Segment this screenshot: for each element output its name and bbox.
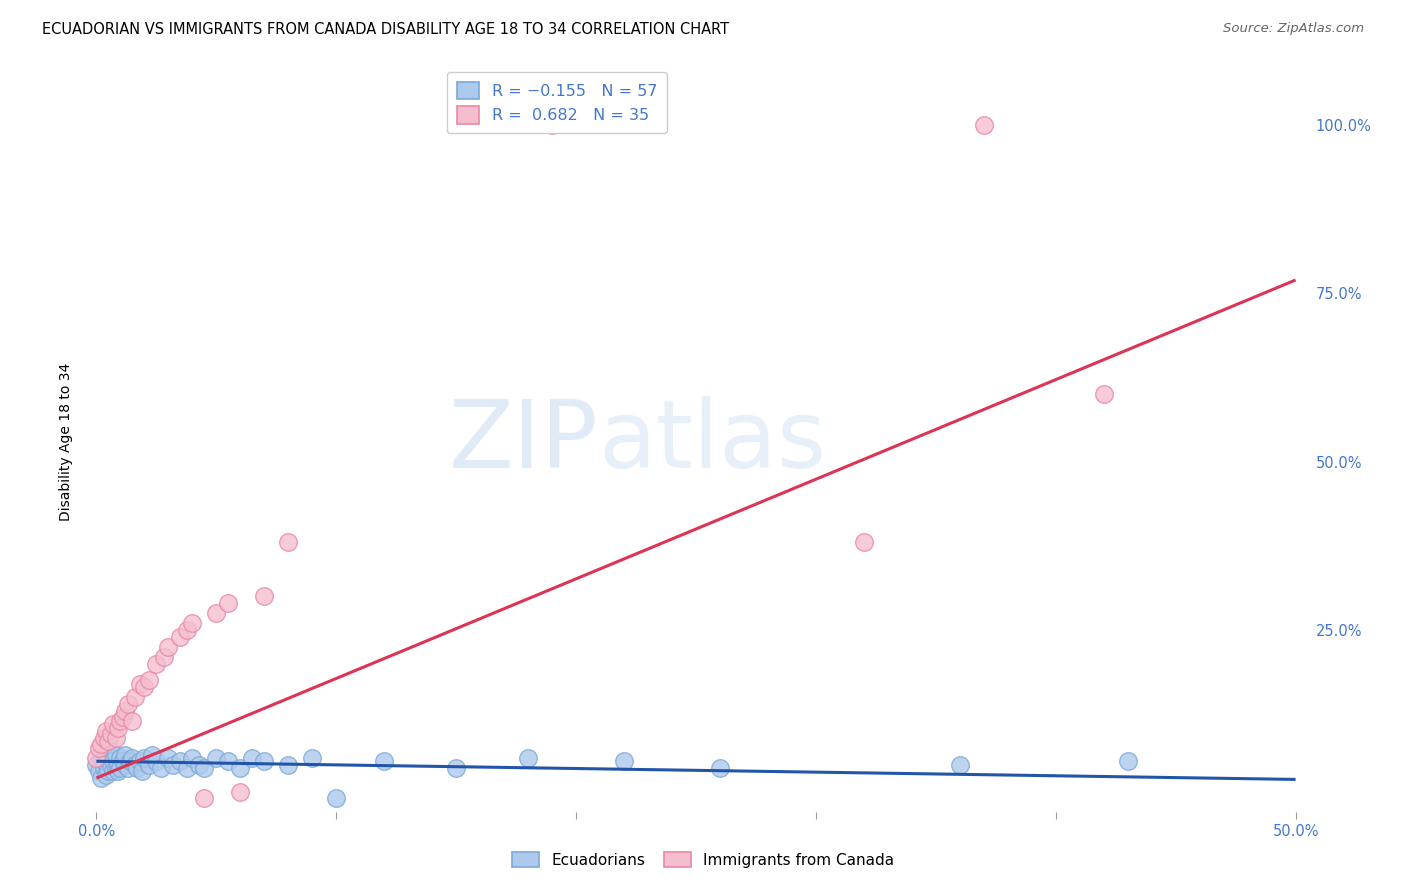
Point xyxy=(104,747,127,762)
Point xyxy=(162,757,184,772)
Point xyxy=(517,751,540,765)
Point xyxy=(181,616,204,631)
Point xyxy=(253,590,276,604)
Point xyxy=(117,697,139,711)
Text: ECUADORIAN VS IMMIGRANTS FROM CANADA DISABILITY AGE 18 TO 34 CORRELATION CHART: ECUADORIAN VS IMMIGRANTS FROM CANADA DIS… xyxy=(42,22,730,37)
Point xyxy=(110,751,132,765)
Point xyxy=(205,751,228,765)
Point xyxy=(94,747,117,762)
Point xyxy=(152,649,174,664)
Point xyxy=(138,757,160,772)
Point xyxy=(169,630,191,644)
Point xyxy=(973,118,995,132)
Point xyxy=(128,677,150,691)
Text: Source: ZipAtlas.com: Source: ZipAtlas.com xyxy=(1223,22,1364,36)
Point xyxy=(97,764,120,779)
Point xyxy=(104,731,127,745)
Point xyxy=(118,754,141,768)
Point xyxy=(124,757,146,772)
Point xyxy=(101,717,124,731)
Point xyxy=(134,680,156,694)
Point xyxy=(111,710,134,724)
Point xyxy=(141,747,163,762)
Point xyxy=(94,723,117,738)
Point xyxy=(229,784,252,798)
Point xyxy=(90,771,112,785)
Point xyxy=(87,764,110,779)
Point xyxy=(128,754,150,768)
Point xyxy=(93,761,115,775)
Point xyxy=(253,754,276,768)
Point xyxy=(100,727,122,741)
Point xyxy=(104,761,127,775)
Point xyxy=(444,761,467,775)
Point xyxy=(111,754,134,768)
Point xyxy=(124,690,146,705)
Point xyxy=(240,751,263,765)
Point xyxy=(277,757,299,772)
Point xyxy=(373,754,395,768)
Point xyxy=(87,740,110,755)
Point xyxy=(217,754,239,768)
Text: atlas: atlas xyxy=(598,395,827,488)
Point xyxy=(107,721,129,735)
Point xyxy=(93,731,115,745)
Point xyxy=(121,751,143,765)
Point xyxy=(949,757,972,772)
Point xyxy=(114,704,136,718)
Point xyxy=(101,764,124,779)
Point xyxy=(114,757,136,772)
Point xyxy=(176,623,198,637)
Text: ZIP: ZIP xyxy=(449,395,598,488)
Point xyxy=(90,738,112,752)
Point xyxy=(1092,387,1115,401)
Point xyxy=(277,535,299,549)
Point xyxy=(169,754,191,768)
Point xyxy=(121,714,143,728)
Point xyxy=(541,118,564,132)
Point xyxy=(114,747,136,762)
Point xyxy=(100,744,122,758)
Point xyxy=(86,751,108,765)
Point xyxy=(90,751,112,765)
Point xyxy=(217,596,239,610)
Point xyxy=(613,754,636,768)
Point xyxy=(134,751,156,765)
Point xyxy=(157,640,180,654)
Point xyxy=(181,751,204,765)
Point xyxy=(86,757,108,772)
Point xyxy=(301,751,323,765)
Point xyxy=(145,754,167,768)
Point xyxy=(145,657,167,671)
Point xyxy=(97,751,120,765)
Point xyxy=(193,761,215,775)
Point xyxy=(94,767,117,781)
Point xyxy=(107,757,129,772)
Point xyxy=(127,761,149,775)
Point xyxy=(97,734,120,748)
Point xyxy=(193,791,215,805)
Legend: R = −0.155   N = 57, R =  0.682   N = 35: R = −0.155 N = 57, R = 0.682 N = 35 xyxy=(447,72,666,133)
Point xyxy=(138,673,160,688)
Point xyxy=(101,754,124,768)
Point xyxy=(1116,754,1139,768)
Point xyxy=(709,761,731,775)
Point xyxy=(852,535,875,549)
Legend: Ecuadorians, Immigrants from Canada: Ecuadorians, Immigrants from Canada xyxy=(506,846,900,873)
Point xyxy=(131,764,153,779)
Point xyxy=(188,757,211,772)
Point xyxy=(110,714,132,728)
Y-axis label: Disability Age 18 to 34: Disability Age 18 to 34 xyxy=(59,362,73,521)
Point xyxy=(176,761,198,775)
Point xyxy=(150,761,173,775)
Point xyxy=(93,754,115,768)
Point xyxy=(110,761,132,775)
Point xyxy=(100,757,122,772)
Point xyxy=(325,791,347,805)
Point xyxy=(117,761,139,775)
Point xyxy=(229,761,252,775)
Point xyxy=(157,751,180,765)
Point xyxy=(205,606,228,620)
Point xyxy=(107,764,129,779)
